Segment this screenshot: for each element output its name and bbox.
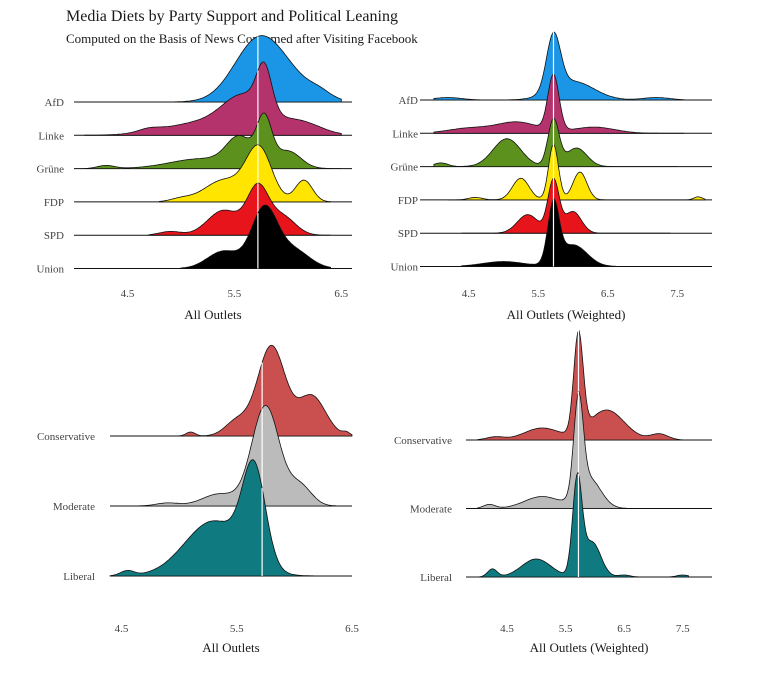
x-tick-label: 5.5 — [531, 288, 545, 300]
category-label-linke: Linke — [38, 130, 64, 142]
ridge-moderate — [477, 390, 683, 509]
ridge-fdp — [447, 143, 706, 201]
ridge-fdp — [159, 144, 331, 203]
ridgeline-panel-4: Conservative Moderate Liberal 4.5 5.5 6.5 7.5 A… — [394, 329, 712, 655]
x-tick-label: 6.5 — [601, 288, 615, 300]
category-label-conservative: Conservative — [394, 435, 452, 447]
category-label-grune: Grüne — [391, 162, 419, 174]
ridge-afd — [148, 35, 342, 103]
category-label-afd: AfD — [44, 97, 64, 109]
x-tick-label: 6.5 — [345, 623, 359, 635]
ridge-spd — [148, 182, 331, 236]
x-axis-title: All Outlets — [202, 640, 259, 655]
category-label-liberal: Liberal — [63, 571, 95, 583]
category-label-grune: Grüne — [37, 164, 65, 176]
category-label-linke: Linke — [392, 128, 418, 140]
x-axis-title: All Outlets (Weighted) — [507, 307, 626, 322]
category-label-union: Union — [391, 262, 419, 274]
ridge-grune — [433, 117, 678, 167]
ridge-linke — [433, 73, 685, 134]
x-tick-label: 5.5 — [228, 288, 242, 300]
category-label-spd: SPD — [44, 230, 64, 242]
ridge-union — [180, 204, 331, 269]
ridge-liberal — [477, 471, 689, 578]
x-tick-label: 6.5 — [334, 288, 348, 300]
category-label-afd: AfD — [398, 95, 418, 107]
x-tick-label: 5.5 — [230, 623, 244, 635]
ridgeline-panel-1: AfD Linke Grüne FDP SPD Union 4.5 5.5 6.5 All Out… — [37, 35, 352, 322]
chart-title: Media Diets by Party Support and Politic… — [66, 8, 398, 25]
x-tick-label: 4.5 — [115, 623, 129, 635]
ridge-grune — [84, 112, 342, 169]
x-tick-label: 7.5 — [676, 623, 690, 635]
category-label-fdp: FDP — [398, 195, 418, 207]
ridge-union — [461, 198, 671, 267]
chart-subtitle: Computed on the Basis of News Consumed a… — [66, 31, 418, 46]
x-tick-label: 6.5 — [617, 623, 631, 635]
ridgeline-panel-3: Conservative Moderate Liberal 4.5 5.5 6.5 All … — [37, 344, 359, 655]
ridge-liberal — [109, 459, 352, 577]
x-axis-title: All Outlets (Weighted) — [530, 640, 649, 655]
category-label-moderate: Moderate — [53, 501, 95, 513]
category-label-moderate: Moderate — [410, 504, 452, 516]
ridge-moderate — [133, 404, 352, 507]
category-label-liberal: Liberal — [420, 572, 452, 584]
x-tick-label: 4.5 — [462, 288, 476, 300]
x-tick-label: 4.5 — [121, 288, 135, 300]
category-label-fdp: FDP — [44, 197, 64, 209]
category-label-conservative: Conservative — [37, 431, 95, 443]
x-tick-label: 4.5 — [500, 623, 514, 635]
ridge-spd — [461, 178, 671, 234]
x-tick-label: 7.5 — [670, 288, 684, 300]
x-axis-title: All Outlets — [184, 307, 241, 322]
ridgeline-panel-2: AfD Linke Grüne FDP SPD Union 4.5 5.5 6.5 7.5 All … — [391, 31, 712, 322]
ridge-linke — [84, 61, 342, 136]
category-label-union: Union — [37, 264, 65, 276]
category-label-spd: SPD — [398, 228, 418, 240]
ridge-conservative — [167, 344, 353, 437]
ridge-conservative — [477, 329, 707, 441]
ridge-afd — [433, 31, 685, 101]
x-tick-label: 5.5 — [559, 623, 573, 635]
